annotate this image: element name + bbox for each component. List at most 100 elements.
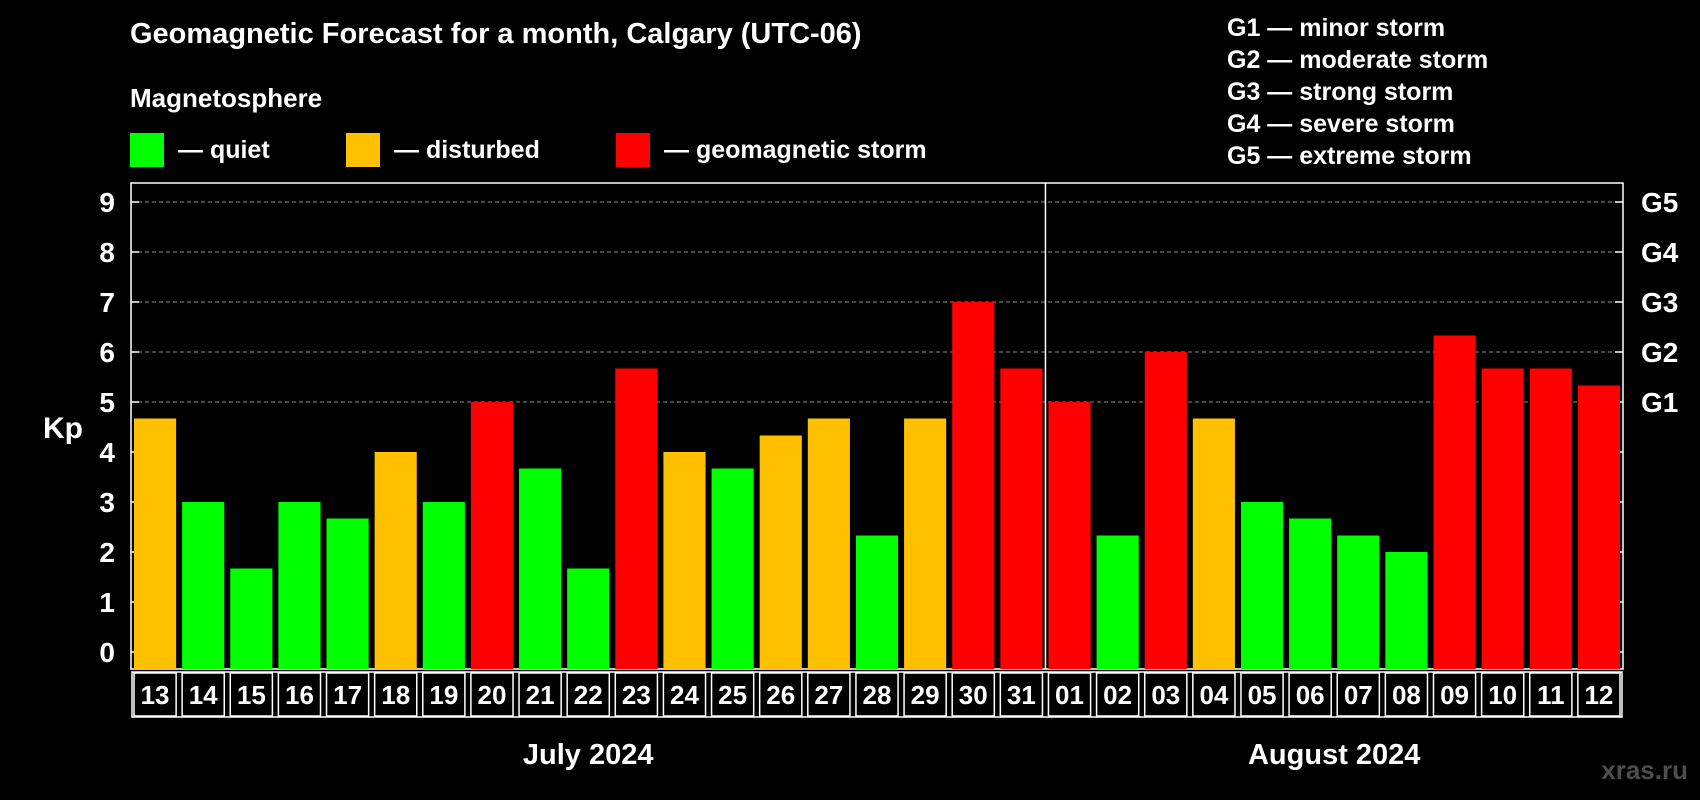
date-cell [758, 672, 803, 717]
y-tick-label: 4 [99, 437, 115, 468]
bar [1192, 418, 1235, 669]
bar [470, 402, 514, 669]
date-label: 10 [1488, 680, 1517, 710]
quiet-swatch [130, 133, 164, 167]
y-tick-label: 5 [99, 387, 115, 418]
date-cell [1240, 672, 1284, 717]
bar [374, 452, 417, 669]
date-label: 24 [670, 680, 699, 710]
y-axis-label: Kp [43, 412, 83, 445]
bar [1048, 402, 1091, 669]
date-label: 06 [1296, 680, 1325, 710]
watermark: xras.ru [1601, 755, 1688, 785]
legend-item-quiet: — quiet [130, 133, 270, 167]
chart-title: Geomagnetic Forecast for a month, Calgar… [130, 18, 862, 50]
date-cell [1528, 672, 1573, 717]
date-label: 22 [574, 680, 603, 710]
bar [711, 468, 754, 669]
right-axis-label: G4 [1641, 237, 1679, 268]
date-label: 01 [1055, 680, 1084, 710]
bar [1529, 368, 1572, 669]
date-cell [422, 672, 466, 717]
date-label: 15 [237, 680, 266, 710]
bar [1385, 552, 1428, 669]
date-cell [133, 672, 177, 717]
date-label: 08 [1392, 680, 1421, 710]
month-label: July 2024 [523, 739, 654, 771]
date-cell [951, 672, 996, 717]
legend-label-storm: — geomagnetic storm [664, 135, 927, 164]
date-label: 31 [1007, 680, 1036, 710]
bar [1144, 352, 1187, 669]
date-cell [1047, 672, 1092, 717]
date-cell [277, 672, 322, 717]
date-label: 30 [959, 680, 988, 710]
date-cell [1384, 672, 1429, 717]
date-label: 09 [1440, 680, 1469, 710]
date-cell [1192, 672, 1236, 717]
bar [1481, 368, 1524, 669]
legend-item-disturbed: — disturbed [346, 133, 540, 167]
date-cell [614, 672, 659, 717]
y-tick-label: 7 [99, 287, 115, 318]
bar [952, 302, 995, 669]
date-label: 11 [1537, 680, 1565, 710]
date-label: 27 [814, 680, 843, 710]
date-label: 19 [429, 680, 458, 710]
y-tick-label: 2 [99, 537, 115, 568]
date-label: 28 [863, 680, 892, 710]
date-label: 25 [718, 680, 747, 710]
bar [759, 435, 802, 669]
bar [1337, 535, 1380, 669]
date-cell [181, 672, 226, 717]
date-row-frame [131, 671, 1623, 718]
bar [422, 502, 465, 669]
date-label: 29 [911, 680, 940, 710]
date-label: 26 [766, 680, 795, 710]
date-cell [1577, 672, 1621, 717]
date-label: 13 [141, 680, 170, 710]
legend-item-storm: — geomagnetic storm [616, 133, 927, 167]
date-cell [1336, 672, 1381, 717]
date-label: 16 [285, 680, 314, 710]
bar [1096, 535, 1139, 669]
date-label: 18 [381, 680, 410, 710]
date-cell [903, 672, 947, 717]
bar [1240, 502, 1284, 669]
date-label: 02 [1103, 680, 1132, 710]
bar [519, 468, 562, 669]
scale-g3: G3 — strong storm [1227, 78, 1454, 106]
date-cell [325, 672, 370, 717]
date-cell [999, 672, 1044, 717]
date-label: 05 [1248, 680, 1277, 710]
date-cell [470, 672, 514, 717]
bar [134, 418, 177, 669]
date-cell [229, 672, 274, 717]
bar [807, 418, 850, 669]
date-cell [1288, 672, 1332, 717]
date-label: 07 [1344, 680, 1373, 710]
right-axis-label: G2 [1641, 337, 1678, 368]
scale-g2: G2 — moderate storm [1227, 46, 1489, 74]
date-label: 03 [1151, 680, 1180, 710]
bar [1577, 385, 1620, 669]
date-cell [855, 672, 899, 717]
date-label: 20 [478, 680, 507, 710]
date-label: 04 [1199, 680, 1228, 710]
y-tick-label: 6 [99, 337, 115, 368]
scale-g4: G4 — severe storm [1227, 110, 1455, 138]
date-label: 14 [189, 680, 218, 710]
bar [904, 418, 947, 669]
date-label: 23 [622, 680, 651, 710]
disturbed-swatch [346, 133, 380, 167]
y-tick-label: 1 [99, 587, 115, 618]
date-cell [1143, 672, 1188, 717]
date-cell [1095, 672, 1140, 717]
right-axis-label: G1 [1641, 387, 1678, 418]
date-cell [1432, 672, 1477, 717]
bar [615, 368, 658, 669]
legend-label-quiet: — quiet [178, 135, 270, 164]
date-cell [373, 672, 418, 717]
right-axis-label: G5 [1641, 187, 1678, 218]
